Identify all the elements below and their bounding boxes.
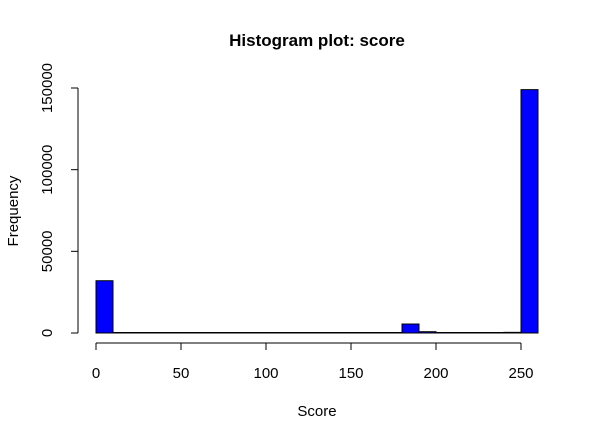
y-axis-label: Frequency — [5, 175, 22, 246]
histogram-bar-17 — [384, 332, 403, 334]
histogram-bars — [95, 89, 539, 334]
x-axis-label: Score — [297, 403, 336, 420]
chart-title: Histogram plot: score — [229, 31, 405, 50]
histogram-bar-0 — [95, 280, 114, 334]
y-tick-label-1: 50000 — [39, 230, 56, 272]
x-tick-label-1: 50 — [173, 365, 190, 382]
histogram-bar-18 — [401, 323, 420, 334]
x-tick-label-0: 0 — [92, 365, 100, 382]
histogram-bar-16 — [367, 332, 386, 334]
histogram-bar-11 — [282, 332, 301, 334]
y-tick-label-2: 100000 — [39, 145, 56, 195]
histogram-bar-6 — [197, 332, 216, 334]
histogram-bar-24 — [503, 331, 522, 334]
histogram-bar-21 — [452, 332, 471, 334]
y-axis: 0 50000 100000 150000 — [39, 63, 79, 337]
histogram-bar-22 — [469, 332, 488, 334]
x-axis: 0 50 100 150 200 250 — [92, 342, 534, 382]
histogram-bar-7 — [214, 332, 233, 334]
x-tick-label-5: 250 — [508, 365, 533, 382]
x-tick-label-2: 100 — [253, 365, 278, 382]
histogram-bar-2 — [129, 332, 148, 334]
histogram-bar-14 — [333, 332, 352, 334]
histogram-bar-20 — [435, 332, 454, 334]
histogram-bar-5 — [180, 332, 199, 334]
histogram-bar-8 — [231, 332, 250, 334]
histogram-bar-13 — [316, 332, 335, 334]
histogram-bar-10 — [265, 332, 284, 334]
histogram-bar-9 — [248, 332, 267, 334]
histogram-bar-4 — [163, 332, 182, 334]
histogram-bar-15 — [350, 332, 369, 334]
y-tick-label-0: 0 — [39, 329, 56, 337]
histogram-bar-25 — [520, 89, 539, 334]
y-tick-label-3: 150000 — [39, 63, 56, 113]
histogram-bar-1 — [112, 332, 131, 334]
histogram-bar-23 — [486, 332, 505, 334]
histogram-bar-12 — [299, 332, 318, 334]
histogram-bar-3 — [146, 332, 165, 334]
x-tick-label-3: 150 — [338, 365, 363, 382]
x-tick-label-4: 200 — [423, 365, 448, 382]
histogram-bar-19 — [418, 331, 437, 334]
